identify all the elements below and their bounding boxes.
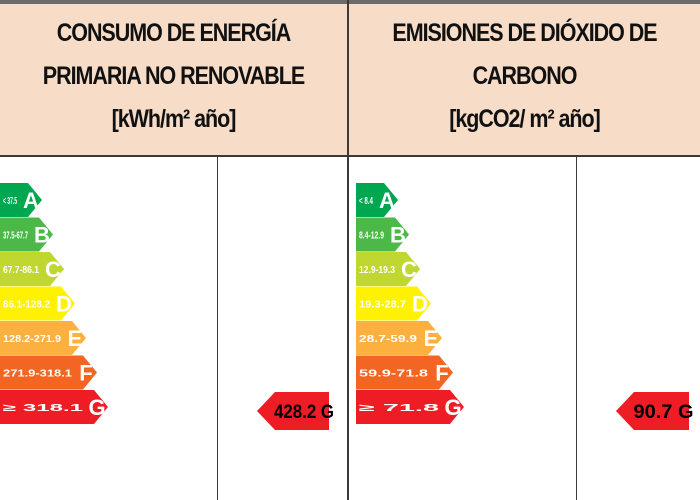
energy-band-a-range: < 37.5 [3, 196, 17, 207]
energy-band-b-arrow [0, 217, 53, 252]
energy-band-g-range: ≥ 318.1 [3, 403, 84, 414]
energy-rating-marker [257, 392, 329, 430]
co2-band-d-letter: D [412, 292, 428, 317]
energy-band-e-arrow [0, 321, 86, 355]
co2-title-line-1: EMISIONES DE DIÓXIDO DE [392, 19, 657, 47]
co2-band-f-arrow [356, 355, 453, 390]
co2-band-f-letter: F [435, 361, 448, 386]
energy-band-e-range: 128.2-271.9 [3, 334, 61, 345]
energy-scale-divider [217, 157, 218, 500]
co2-band-e-range: 28.7-59.9 [359, 334, 418, 345]
energy-band-g-arrow [0, 390, 108, 424]
co2-band-c-range: 12.9-19.3 [359, 265, 395, 276]
energy-band-f-range: 271.9-318.1 [3, 369, 73, 380]
energy-band-f-letter: F [79, 361, 92, 386]
energy-rating-value: 428.2 G [274, 402, 334, 423]
co2-rating-marker [616, 392, 689, 430]
co2-band-f-range: 59.9-71.8 [359, 369, 429, 380]
column-divider [347, 0, 349, 500]
co2-band-b-arrow [356, 217, 409, 252]
energy-band-c-range: 67.7-86.1 [3, 265, 39, 276]
energy-band-a-letter: A [23, 188, 39, 213]
co2-band-b-range: 8.4-12.9 [359, 231, 384, 242]
co2-rating-value: 90.7 G [634, 402, 694, 423]
co2-band-e-arrow [356, 321, 442, 355]
co2-band-d-range: 19.3-28.7 [359, 300, 406, 311]
co2-title-unit: [kgCO2/ m² año] [449, 105, 601, 133]
top-rule [0, 0, 700, 4]
energy-band-d-arrow [0, 286, 75, 321]
energy-band-b-range: 37.5-67.7 [3, 231, 28, 242]
co2-band-g-range: ≥ 71.8 [359, 403, 440, 414]
energy-consumption-title: CONSUMO DE ENERGÍA PRIMARIA NO RENOVABLE… [24, 12, 322, 141]
energy-band-a-arrow [0, 183, 42, 217]
co2-band-e-letter: E [424, 326, 439, 351]
energy-band-c-arrow [0, 252, 64, 286]
energy-band-b-letter: B [34, 223, 50, 248]
co2-band-a-arrow [356, 183, 398, 217]
energy-band-f-arrow [0, 355, 97, 390]
energy-band-g-letter: G [88, 395, 105, 420]
co2-band-c-letter: C [401, 257, 417, 282]
energy-band-c-letter: C [45, 257, 61, 282]
co2-band-g-letter: G [444, 395, 461, 420]
co2-band-a-range: < 8.4 [359, 196, 373, 207]
co2-scale-divider [576, 157, 577, 500]
energy-title-line-2: PRIMARIA NO RENOVABLE [42, 62, 305, 90]
energy-band-d-range: 86.1-128.2 [3, 300, 50, 311]
co2-band-c-arrow [356, 252, 420, 286]
co2-band-g-arrow [356, 390, 464, 424]
co2-emissions-title: EMISIONES DE DIÓXIDO DE CARBONO [kgCO2/ … [374, 12, 676, 141]
energy-consumption-header: CONSUMO DE ENERGÍA PRIMARIA NO RENOVABLE… [0, 4, 347, 157]
co2-band-d-arrow [356, 286, 431, 321]
co2-band-a-letter: A [379, 188, 395, 213]
co2-title-line-2: CARBONO [472, 62, 578, 90]
co2-emissions-header: EMISIONES DE DIÓXIDO DE CARBONO [kgCO2/ … [349, 4, 700, 157]
energy-title-unit: [kWh/m² año] [111, 105, 237, 133]
energy-band-d-letter: D [56, 292, 72, 317]
energy-title-line-1: CONSUMO DE ENERGÍA [56, 19, 292, 47]
energy-band-e-letter: E [68, 326, 83, 351]
co2-band-b-letter: B [390, 223, 406, 248]
